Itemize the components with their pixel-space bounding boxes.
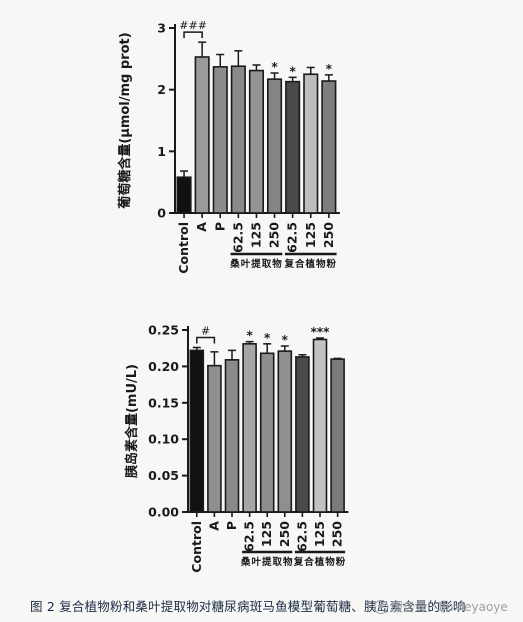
glucose-x-tick-label: A	[194, 222, 209, 232]
insulin-bar	[277, 350, 293, 513]
insulin-x-tick-label: Control	[189, 521, 204, 573]
insulin-x-tick-label: 250	[330, 521, 345, 547]
insulin-bar	[207, 364, 222, 513]
insulin-y-axis-label: 胰岛素含量(mU/L)	[124, 364, 140, 478]
insulin-x-tick-label: 125	[259, 521, 274, 547]
insulin-chart: 0.00 0.05 0.10 0.15 0.20 0.25 胰岛素含量(mU/L) Contr…	[124, 323, 349, 573]
glucose-y-tick-label: 3	[157, 21, 166, 36]
glucose-x-tick-label: 125	[248, 222, 263, 248]
watermark: 服务号 · bnxieyaoye	[374, 598, 508, 615]
insulin-x-tick-label: 62.5	[294, 521, 309, 552]
insulin-x-tick-label: 62.5	[242, 521, 257, 552]
insulin-x-tick-label: 250	[277, 521, 292, 547]
insulin-group-label: 桑叶提取物	[241, 556, 294, 568]
insulin-bracket-label: #	[201, 324, 210, 337]
glucose-bracket-label: ###	[179, 19, 207, 32]
insulin-significance-label: *	[282, 333, 289, 347]
watermark-text: 服务号 · bnxieyaoye	[391, 600, 508, 614]
insulin-significance-label: *	[264, 331, 271, 345]
glucose-comparison-bracket	[183, 31, 203, 39]
glucose-x-tick-label: 62.5	[285, 222, 300, 253]
insulin-x-tick-label: A	[206, 521, 221, 531]
insulin-y-tick-label: 0.15	[148, 395, 179, 410]
wechat-icon	[374, 600, 388, 614]
insulin-bar	[224, 359, 240, 513]
glucose-x-tick-label: 250	[321, 222, 336, 248]
insulin-x-tick-label: 125	[312, 521, 327, 547]
insulin-y-tick-label: 0.10	[148, 432, 179, 447]
insulin-bar	[259, 352, 275, 513]
figure-caption: 图 2 复合植物粉和桑叶提取物对糖尿病斑马鱼模型葡萄糖、胰岛素含量的影响	[30, 599, 466, 614]
glucose-significance-label: *	[326, 62, 333, 76]
insulin-bar	[189, 349, 205, 513]
glucose-y-tick-label: 0	[157, 206, 166, 221]
insulin-group-label: 复合植物粉	[293, 556, 347, 568]
insulin-bar	[312, 338, 328, 513]
glucose-x-tick-label: Control	[176, 222, 191, 274]
glucose-x-tick-label: 125	[303, 222, 318, 248]
insulin-y-tick-label: 0.05	[148, 468, 179, 483]
glucose-significance-label: *	[290, 64, 297, 78]
insulin-significance-label: *	[246, 329, 253, 343]
insulin-comparison-bracket	[196, 336, 216, 344]
glucose-x-tick-label: P	[212, 222, 227, 231]
glucose-y-tick-label: 2	[157, 82, 166, 97]
insulin-x-tick-label: P	[224, 521, 239, 530]
glucose-y-tick-label: 1	[157, 144, 166, 159]
insulin-y-tick-label: 0.00	[148, 505, 179, 520]
glucose-x-tick-label: 250	[267, 222, 282, 248]
glucose-group-label: 桑叶提取物	[230, 258, 283, 270]
glucose-group-label: 复合植物粉	[283, 258, 337, 270]
insulin-bar	[242, 343, 257, 513]
insulin-significance-label: ***	[311, 325, 331, 339]
insulin-bar	[330, 358, 345, 513]
insulin-y-tick-label: 0.20	[148, 359, 179, 374]
insulin-bar	[295, 356, 310, 513]
glucose-y-axis-label: 葡萄糖含量(μmol/mg prot)	[117, 32, 133, 209]
glucose-x-tick-label: 62.5	[230, 222, 245, 253]
glucose-significance-label: *	[271, 60, 278, 74]
insulin-y-tick-label: 0.25	[148, 323, 179, 338]
